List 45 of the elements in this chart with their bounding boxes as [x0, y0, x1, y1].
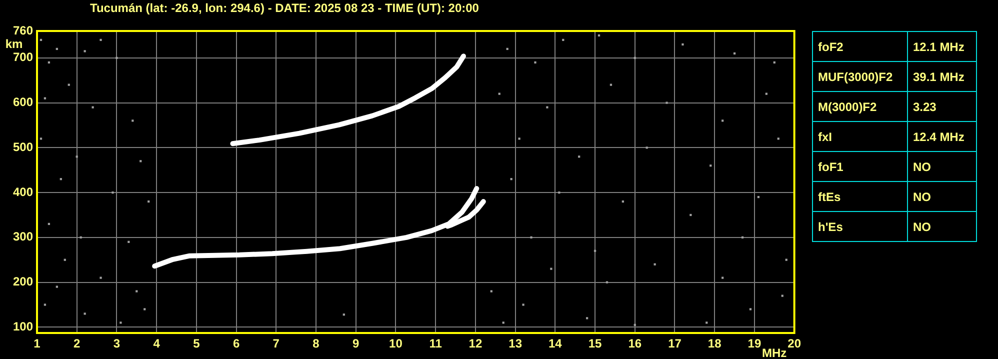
y-tick-label: 300 — [12, 230, 34, 244]
text: NO — [908, 182, 976, 212]
x-axis-title: MHz — [762, 346, 787, 359]
x-tick-label: 10 — [389, 336, 403, 351]
text: ftEs — [812, 182, 908, 212]
x-tick-label: 6 — [232, 336, 240, 351]
text: fxI — [812, 122, 908, 152]
x-tick-label: 4 — [153, 336, 160, 351]
chart-title: Tucumán (lat: -26.9, lon: 294.6) - DATE: 2025 08 23 - TIME (UT): 20:00 — [90, 1, 480, 15]
text: M(3000)F2 — [812, 92, 908, 122]
x-tick-label: 13 — [508, 336, 522, 351]
text: h'Es — [812, 212, 908, 242]
x-tick-label: 15 — [588, 336, 602, 351]
x-tick-label: 12 — [468, 336, 482, 351]
y-axis-title: km — [5, 37, 23, 51]
y-tick-label: 700 — [12, 50, 34, 64]
text: foF1 — [812, 152, 908, 182]
y-tick-label: 760 — [12, 23, 34, 38]
text: 12.4 MHz — [908, 122, 976, 152]
x-tick-label: 19 — [748, 336, 762, 351]
text: 12.1 MHz — [908, 32, 976, 62]
text: 3.23 — [908, 92, 976, 122]
y-tick-label: 500 — [12, 140, 34, 154]
x-tick-label: 3 — [113, 336, 120, 351]
y-tick-label: 200 — [12, 274, 34, 289]
text: NO — [908, 152, 976, 182]
x-tick-label: 20 — [788, 336, 802, 351]
x-tick-label: 17 — [668, 336, 682, 351]
x-tick-label: 8 — [312, 336, 320, 351]
x-tick-label: 18 — [708, 336, 722, 351]
x-tick-label: 14 — [548, 336, 562, 351]
x-tick-label: 5 — [193, 336, 200, 351]
text: 39.1 MHz — [908, 62, 976, 92]
text: foF2 — [812, 32, 908, 62]
x-tick-label: 7 — [272, 336, 280, 351]
x-tick-label: 1 — [34, 336, 41, 351]
x-tick-label: 11 — [429, 336, 442, 351]
y-tick-label: 100 — [12, 319, 34, 334]
text: MUF(3000)F2 — [812, 62, 908, 92]
y-tick-label: 600 — [12, 95, 34, 110]
text: NO — [908, 212, 976, 242]
x-tick-label: 9 — [352, 336, 360, 351]
x-tick-label: 16 — [628, 336, 642, 351]
y-tick-label: 400 — [12, 184, 34, 199]
x-tick-label: 2 — [74, 336, 81, 351]
